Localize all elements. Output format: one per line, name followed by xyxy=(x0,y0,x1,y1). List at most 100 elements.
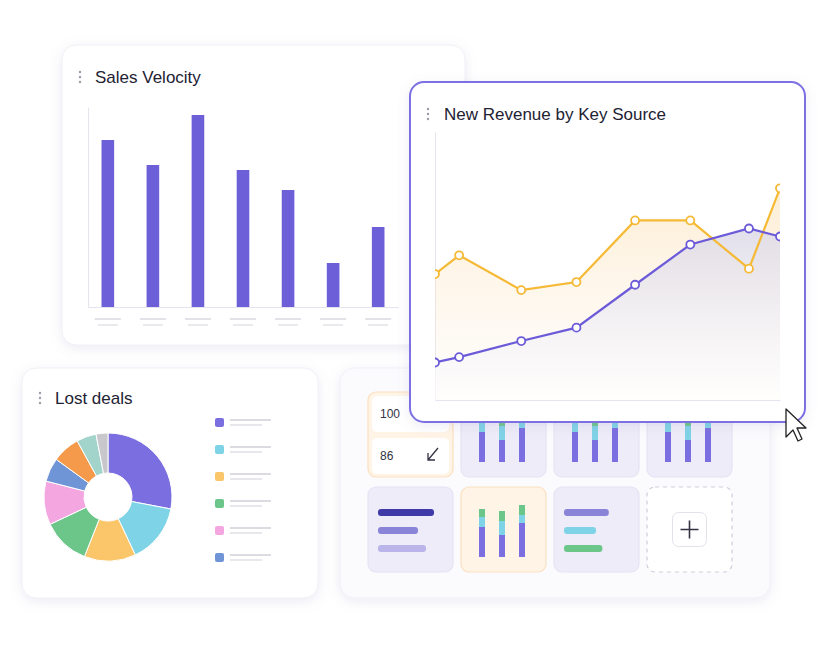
series-point xyxy=(572,278,580,286)
panel-title: Lost deals xyxy=(55,389,133,408)
bar xyxy=(282,190,295,307)
thumbnail-bar xyxy=(612,428,618,462)
series-point xyxy=(776,233,780,241)
bar xyxy=(327,263,340,307)
legend-placeholder xyxy=(230,527,271,529)
legend-placeholder xyxy=(230,446,271,448)
legend-swatch xyxy=(215,553,224,562)
series-point xyxy=(455,251,463,259)
panel-background xyxy=(22,368,318,598)
label-placeholder xyxy=(140,318,166,320)
bar xyxy=(372,227,385,307)
label-placeholder xyxy=(230,318,256,320)
panel: Lost deals xyxy=(22,368,318,598)
menu-dot xyxy=(79,81,81,83)
thumbnail-bar xyxy=(499,426,505,440)
panel-background xyxy=(410,82,805,422)
legend-swatch xyxy=(215,472,224,481)
thumbnail-bar xyxy=(592,426,598,440)
kpi-box xyxy=(372,438,449,474)
add-icon xyxy=(681,521,699,539)
menu-dot xyxy=(427,118,429,120)
slices xyxy=(44,433,172,561)
legend-swatch xyxy=(215,445,224,454)
thumbnail-bar xyxy=(378,545,426,552)
panel-background xyxy=(62,45,465,345)
cursor xyxy=(786,409,806,441)
thumbnail-bar xyxy=(685,426,691,440)
slice xyxy=(96,433,108,473)
legend-placeholder xyxy=(230,419,271,421)
series-point xyxy=(631,216,639,224)
dashboard: Sales Velocity Lost deals 100 86 New Revenue… xyxy=(0,0,840,647)
kpi-value: 100 xyxy=(380,407,400,421)
legend-placeholder xyxy=(230,532,262,534)
label-placeholder xyxy=(278,324,298,326)
thumbnail-bar xyxy=(665,432,671,462)
label-placeholder xyxy=(95,318,121,320)
y-axis xyxy=(88,108,89,308)
label-placeholder xyxy=(368,324,388,326)
thumbnail-bar xyxy=(499,521,505,535)
legend-swatch xyxy=(215,526,224,535)
label-placeholder xyxy=(365,318,391,320)
add-button xyxy=(673,513,707,547)
series-point xyxy=(776,184,780,192)
series-point xyxy=(631,281,639,289)
thumbnail-bar xyxy=(592,440,598,462)
series-point xyxy=(686,216,694,224)
series-point xyxy=(517,286,525,294)
bars xyxy=(102,115,385,307)
thumbnail-bar xyxy=(519,505,525,515)
label-placeholder xyxy=(323,324,343,326)
kpi-value: 86 xyxy=(380,449,394,463)
thumbnail-bar xyxy=(499,511,505,521)
menu-dot xyxy=(39,402,41,404)
label-placeholder xyxy=(188,324,208,326)
widget-tile xyxy=(461,487,546,572)
bar xyxy=(147,165,160,307)
series-point xyxy=(435,358,439,366)
legend-swatch xyxy=(215,418,224,427)
thumbnail-bar xyxy=(665,422,671,432)
menu-dot xyxy=(39,397,41,399)
legend-placeholder xyxy=(230,500,271,502)
label-placeholder xyxy=(320,318,346,320)
slice xyxy=(108,433,172,509)
add-widget[interactable] xyxy=(647,487,732,572)
label-placeholder xyxy=(98,324,118,326)
menu-dot xyxy=(39,392,41,394)
legend-swatch xyxy=(215,499,224,508)
thumbnail-bar xyxy=(519,515,525,523)
panel: New Revenue by Key Source xyxy=(410,82,805,422)
label-placeholder xyxy=(275,318,301,320)
legend-placeholder xyxy=(230,505,262,507)
series-area xyxy=(435,228,780,400)
thumbnail-bar xyxy=(378,527,418,534)
series-point xyxy=(745,224,753,232)
series-line xyxy=(435,188,780,290)
series-point xyxy=(686,241,694,249)
thumbnail-bar xyxy=(564,527,596,534)
menu-dot xyxy=(427,113,429,115)
thumbnail-bar xyxy=(378,509,434,516)
plot xyxy=(435,184,780,400)
legend-placeholder xyxy=(230,559,262,561)
thumbnail-bar xyxy=(705,428,711,462)
thumbnail-bar xyxy=(564,545,602,552)
x-axis-line xyxy=(89,307,399,308)
series-area xyxy=(435,188,780,400)
widget-tile xyxy=(554,487,639,572)
y-axis-line xyxy=(88,108,89,308)
panel-title: Sales Velocity xyxy=(95,68,201,87)
series-point xyxy=(517,337,525,345)
thumbnail-bar xyxy=(572,422,578,432)
label-placeholder xyxy=(143,324,163,326)
label-placeholder xyxy=(185,318,211,320)
menu-dot xyxy=(79,76,81,78)
bar xyxy=(237,170,250,307)
thumbnail-bar xyxy=(479,509,485,517)
series-point xyxy=(455,353,463,361)
legend-placeholder xyxy=(230,424,262,426)
legend-placeholder xyxy=(230,478,262,480)
